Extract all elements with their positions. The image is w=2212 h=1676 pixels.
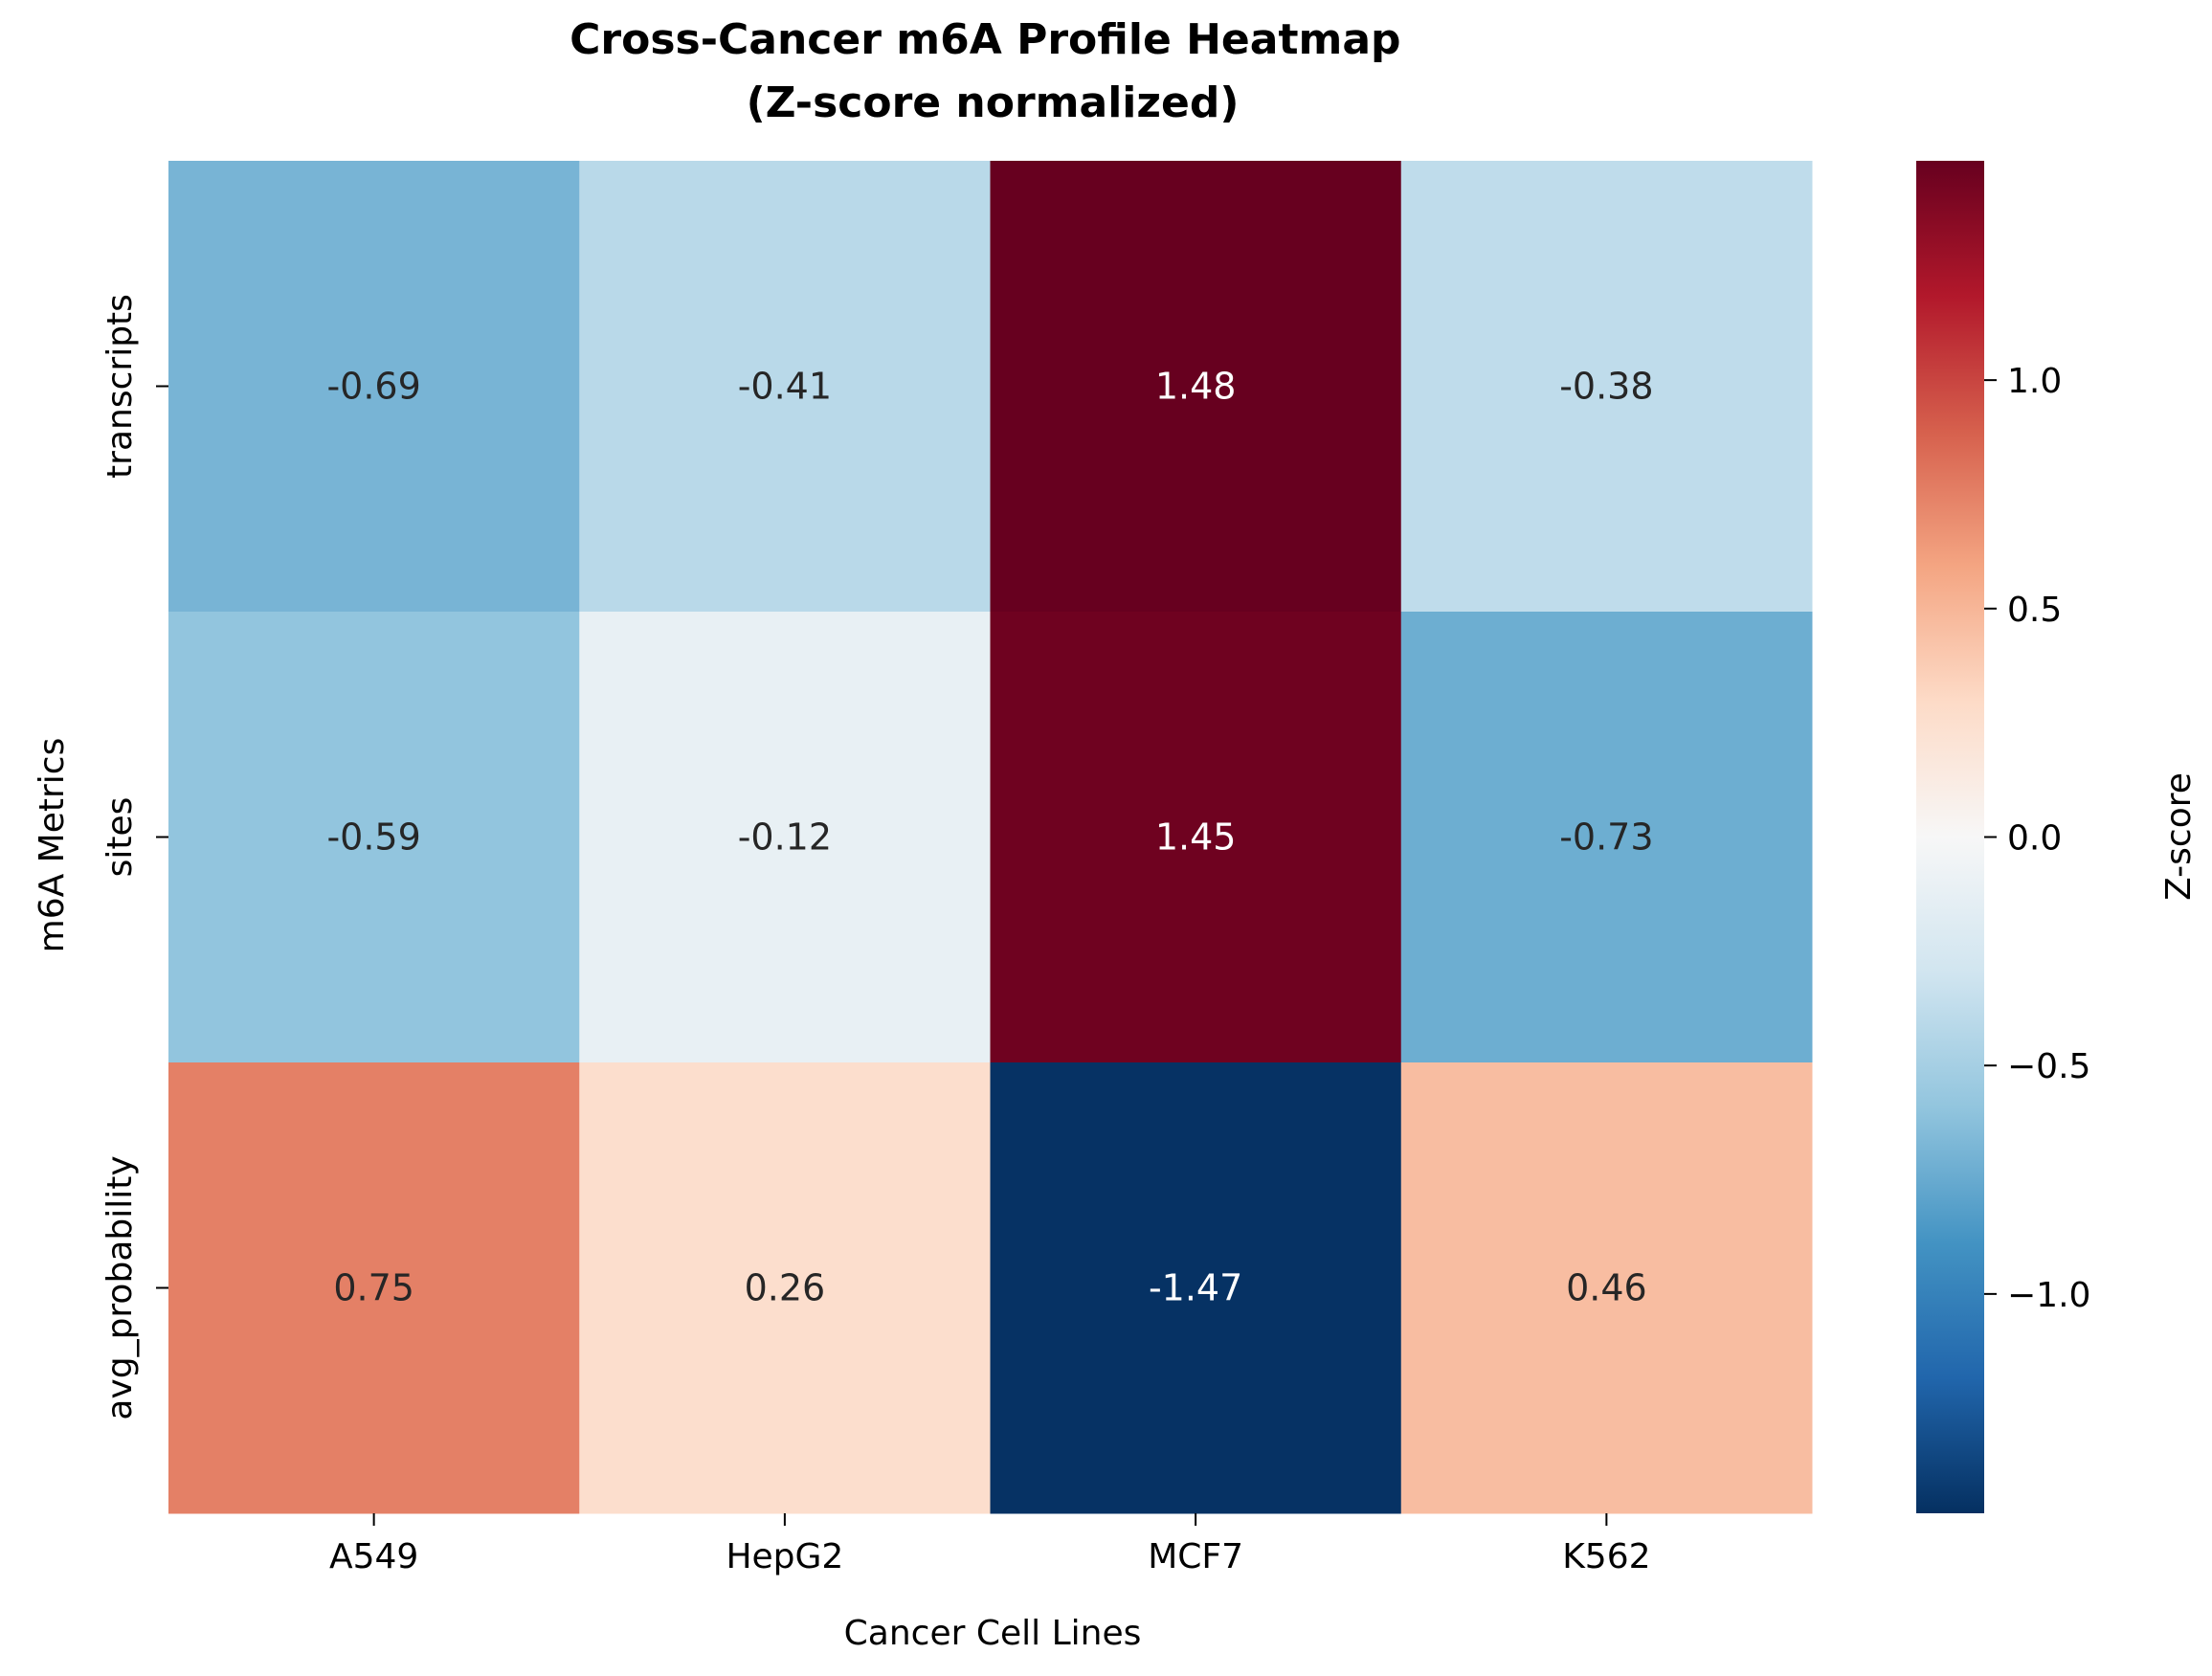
heatmap-cell <box>579 612 991 1063</box>
colorbar <box>1916 161 1984 1513</box>
chart-title-line-1: Cross-Cancer m6A Profile Heatmap <box>570 15 1400 64</box>
heatmap-cell <box>579 1062 991 1514</box>
x-tick-label: A549 <box>329 1537 418 1576</box>
heatmap-cell <box>168 612 580 1063</box>
colorbar-tick-label: 0.0 <box>2007 819 2062 859</box>
cell-value-label: 0.75 <box>333 1267 414 1309</box>
colorbar-tick-label: −0.5 <box>2007 1047 2090 1086</box>
cell-value-label: -0.73 <box>1559 816 1653 859</box>
y-tick-label: avg_probability <box>101 1155 140 1419</box>
y-axis: transcripts sites avg_probability <box>101 294 168 1420</box>
colorbar-ticks: 1.0 0.5 0.0 −0.5 −1.0 <box>1984 362 2090 1315</box>
chart-title: Cross-Cancer m6A Profile Heatmap (Z-scor… <box>570 15 1416 127</box>
x-tick-label: MCF7 <box>1148 1537 1243 1576</box>
heatmap-cell <box>168 161 580 613</box>
cell-value-label: 1.45 <box>1155 816 1237 859</box>
x-axis: A549 HepG2 MCF7 K562 <box>329 1513 1651 1576</box>
heatmap-cell <box>990 161 1402 613</box>
y-tick-label: transcripts <box>101 294 140 479</box>
cell-value-label: -0.41 <box>738 366 832 408</box>
heatmap-cell <box>1400 612 1813 1063</box>
x-tick-label: K562 <box>1562 1537 1650 1576</box>
cell-value-label: -0.12 <box>738 816 832 859</box>
heatmap-cell-labels: -0.69 -0.41 1.48 -0.38 -0.59 -0.12 1.45 -0.73 0.… <box>326 366 1653 1309</box>
cell-value-label: -0.59 <box>326 816 420 859</box>
cell-value-label: 0.46 <box>1566 1267 1647 1309</box>
chart-title-line-2: (Z-score normalized) <box>747 78 1240 127</box>
heatmap-cell <box>579 161 991 613</box>
heatmap-cell <box>990 612 1402 1063</box>
heatmap-cell <box>1400 1062 1813 1514</box>
heatmap-cells <box>168 161 1813 1514</box>
colorbar-tick-label: −1.0 <box>2007 1276 2090 1315</box>
y-axis-label: m6A Metrics <box>33 738 72 953</box>
cell-value-label: -0.69 <box>326 366 420 408</box>
heatmap-cell <box>1400 161 1813 613</box>
cell-value-label: 0.26 <box>745 1267 826 1309</box>
cell-value-label: -1.47 <box>1149 1267 1242 1309</box>
heatmap-cell <box>168 1062 580 1514</box>
colorbar-tick-label: 1.0 <box>2007 362 2062 401</box>
cell-value-label: 1.48 <box>1155 366 1237 408</box>
y-tick-label: sites <box>101 797 140 878</box>
x-axis-label: Cancer Cell Lines <box>844 1614 1142 1653</box>
x-tick-label: HepG2 <box>726 1537 843 1576</box>
colorbar-label: Z-score <box>2159 772 2199 901</box>
cell-value-label: -0.38 <box>1559 366 1653 408</box>
colorbar-tick-label: 0.5 <box>2007 591 2062 630</box>
heatmap-cell <box>990 1062 1402 1514</box>
